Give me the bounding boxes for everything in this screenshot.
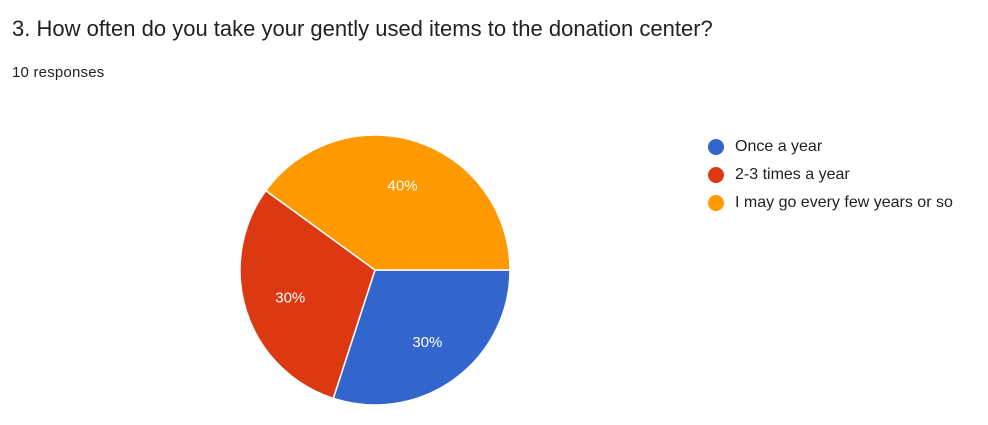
legend-label: Once a year <box>735 138 823 155</box>
legend-item: 2-3 times a year <box>708 161 953 189</box>
pie-slice-2 <box>239 189 376 400</box>
pie-slice-3 <box>264 134 511 271</box>
pie-slices <box>239 134 511 406</box>
pie-slice-labels: 30% 30% 40% <box>275 177 442 351</box>
pie-slice-1 <box>332 269 511 406</box>
legend-label: I may go every few years or so <box>735 194 953 211</box>
question-title: 3. How often do you take your gently use… <box>12 16 713 41</box>
legend-item: I may go every few years or so <box>708 189 953 217</box>
pie-slice-label-3: 40% <box>388 177 418 194</box>
legend-swatch <box>708 167 724 183</box>
pie-slice-label-1: 30% <box>412 334 442 351</box>
legend-swatch <box>708 139 724 155</box>
pie-slice-label-2: 30% <box>275 290 305 307</box>
legend-label: 2-3 times a year <box>735 166 850 183</box>
legend-swatch <box>708 195 724 211</box>
response-count: 10 responses <box>12 64 105 81</box>
chart-legend: Once a year 2-3 times a year I may go ever… <box>708 133 953 217</box>
legend-item: Once a year <box>708 133 953 161</box>
